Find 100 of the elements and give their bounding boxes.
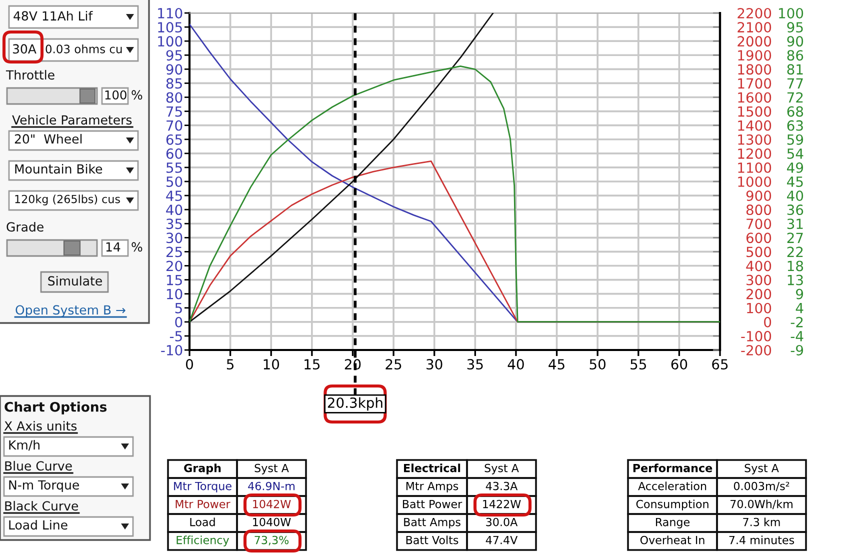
y2-tick-label: 1500 [738, 106, 772, 117]
y2-tick-label: 400 [746, 260, 772, 272]
text: N-m Torque [9, 480, 79, 492]
x-tick-label: 65 [712, 359, 728, 370]
x-tick-label: 60 [671, 359, 688, 370]
y3-tick-label: -2 [790, 316, 803, 328]
y3-tick-label: 27 [787, 232, 803, 243]
text: 7.4 minutes [729, 536, 794, 544]
y2-tick-label: 600 [746, 232, 772, 244]
text: Acceleration [638, 482, 706, 490]
y-tick-label: 70 [166, 120, 182, 131]
y2-tick-label: 100 [747, 302, 772, 314]
y3-tick-label: 81 [787, 64, 803, 75]
y3-tick-label: 95 [787, 22, 803, 33]
y2-tick-label: 1700 [738, 78, 772, 89]
y2-tick-label: 1800 [738, 64, 772, 75]
y2-tick-label: 1100 [738, 162, 772, 173]
text: 120kg (265lbs) cus [15, 194, 120, 206]
y2-tick-label: 500 [746, 246, 772, 258]
y3-tick-label: 13 [788, 274, 803, 286]
text: % [132, 242, 142, 252]
text: % [132, 90, 142, 100]
text: 47.4V [486, 536, 518, 544]
y2-tick-label: -100 [741, 330, 772, 342]
text: Km/h [9, 440, 40, 451]
y-tick-label: 65 [166, 134, 182, 145]
text: Overheat In [640, 536, 704, 544]
text: 48V 11Ah Lif [14, 10, 93, 21]
y2-tick-label: 700 [746, 218, 772, 230]
y-tick-label: 90 [166, 64, 182, 75]
y3-tick-label: -4 [790, 331, 804, 342]
y3-tick-label: 63 [787, 120, 803, 131]
text: 100 [105, 90, 126, 100]
text: Electrical [404, 464, 460, 472]
text: 1042W [253, 500, 291, 508]
text: Range [656, 518, 690, 528]
y-tick-label: 60 [166, 148, 182, 159]
y-tick-label: 95 [166, 50, 182, 61]
y3-tick-label: 4 [796, 303, 804, 314]
x-tick-label: 5 [226, 359, 234, 370]
y3-tick-label: 31 [787, 218, 803, 230]
y3-tick-label: 9 [796, 288, 804, 300]
text: Blue Curve [5, 460, 72, 471]
x-tick-label: 45 [548, 359, 564, 370]
text: 73,3% [254, 536, 289, 546]
text: Batt Volts [406, 536, 458, 544]
y-tick-label: 35 [166, 218, 182, 230]
y3-tick-label: -9 [790, 344, 804, 356]
y-tick-label: 110 [158, 8, 182, 18]
text: Chart Options [4, 402, 107, 414]
x-tick-label: 10 [264, 359, 280, 370]
y3-tick-label: 49 [787, 162, 804, 173]
text: Mountain Bike [15, 164, 102, 174]
text: Consumption [636, 500, 708, 510]
y3-tick-label: 86 [787, 50, 804, 61]
text: 14 [106, 242, 120, 252]
text: Batt Power [402, 500, 462, 508]
y-tick-label: 100 [158, 36, 182, 47]
y3-tick-label: 45 [787, 176, 803, 187]
x-tick-label: 0 [186, 359, 193, 370]
text: Efficiency [176, 536, 230, 546]
y3-tick-label: 36 [787, 204, 804, 216]
text: Load Line [9, 520, 68, 530]
text: 70.0Wh/km [730, 500, 792, 510]
text: 7.3 km [743, 518, 780, 526]
y2-tick-label: 0 [764, 316, 772, 328]
y-tick-label: 85 [166, 78, 182, 89]
x-tick-label: 50 [590, 359, 606, 370]
text: Black Curve [5, 500, 78, 511]
text: 43.3A [486, 482, 518, 490]
y2-tick-label: 1000 [738, 176, 772, 187]
y2-tick-label: 200 [746, 288, 772, 300]
text: Syst A [484, 464, 519, 474]
y2-tick-label: 900 [746, 190, 772, 202]
text: 30.0A [486, 518, 518, 526]
x-tick-label: 30 [426, 359, 442, 370]
y2-tick-label: 2100 [738, 22, 772, 33]
y2-tick-label: 1200 [738, 148, 772, 159]
text: 46.9N-m [248, 482, 294, 490]
text: Syst A [744, 464, 779, 474]
y2-tick-label: 2000 [738, 36, 772, 47]
y-tick-label: 20 [166, 260, 182, 272]
text: Load [190, 518, 215, 526]
y-tick-label: 25 [166, 246, 182, 258]
y3-tick-label: 22 [787, 246, 803, 257]
y-tick-label: 0 [175, 316, 182, 328]
y-tick-label: -5 [170, 331, 182, 342]
text: Graph [184, 464, 221, 474]
y3-tick-label: 68 [787, 106, 804, 117]
x-tick-label: 35 [467, 359, 483, 370]
text: 30A [12, 44, 36, 54]
text: 20" Wheel [14, 134, 82, 144]
y-tick-label: 80 [166, 92, 182, 103]
text: Open System B → [16, 305, 126, 318]
text: Batt Amps [404, 518, 460, 528]
ref-line-label: 20.3kph [328, 397, 382, 411]
x-tick-label: 15 [304, 359, 320, 370]
y2-tick-label: 1600 [738, 92, 772, 103]
x-tick-label: 25 [386, 359, 402, 370]
text: X Axis units [4, 420, 77, 431]
